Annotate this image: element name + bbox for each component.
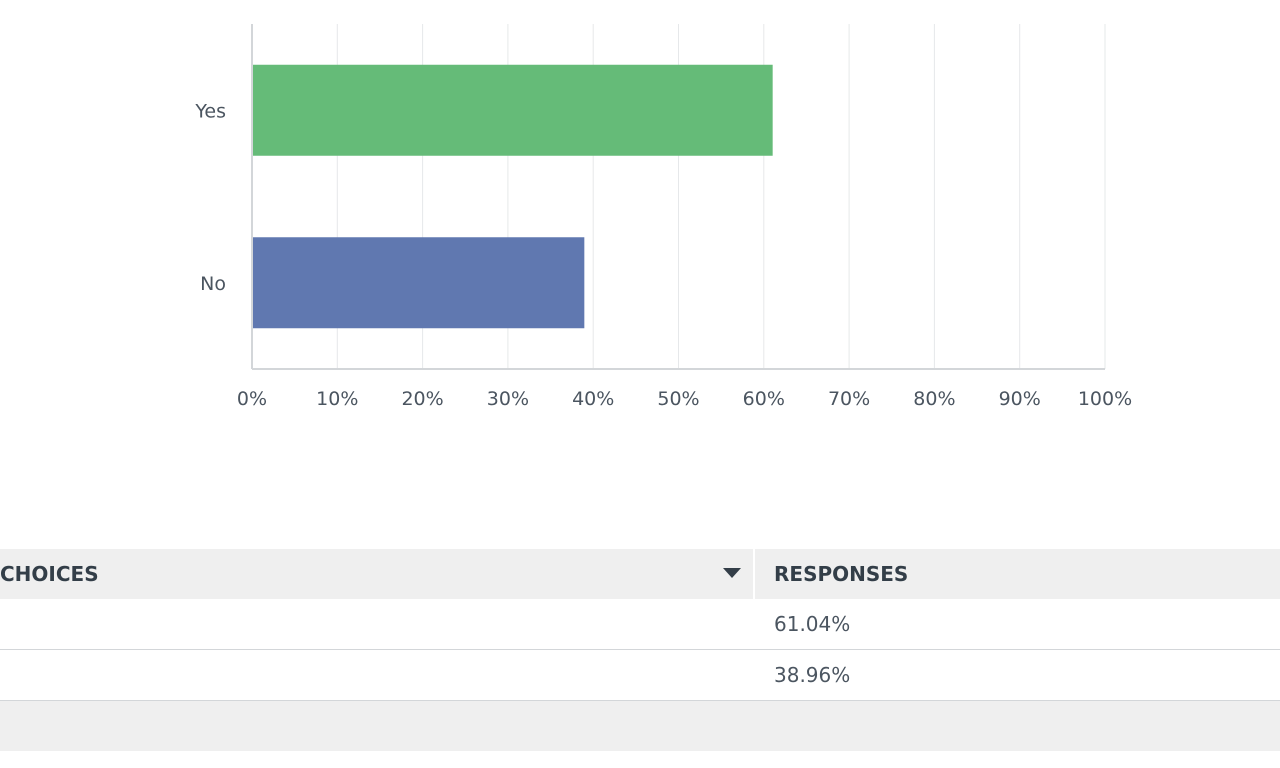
x-tick-label: 50% (657, 388, 699, 410)
x-tick-label: 70% (828, 388, 870, 410)
table-row: 61.04% (0, 599, 1280, 650)
x-tick-label: 30% (487, 388, 529, 410)
bar-chart: Yes No 0% 10% 20% 30% 40% 50% 60% 70% 80% 90% 100% (194, 24, 1132, 410)
table-footer (0, 701, 1280, 751)
x-tick-label: 10% (316, 388, 358, 410)
x-tick-label: 0% (237, 388, 267, 410)
category-label: No (200, 273, 226, 295)
column-divider (753, 549, 755, 599)
chart-axes (251, 24, 1105, 370)
responses-header[interactable]: RESPONSES (774, 562, 909, 586)
table-row: 38.96% (0, 650, 1280, 701)
chart-bars (252, 64, 773, 329)
responses-table: CHOICES RESPONSES 61.04% 38.96% (0, 549, 1280, 751)
x-tick-label: 80% (913, 388, 955, 410)
response-cell: 38.96% (774, 663, 851, 687)
x-tick-label: 40% (572, 388, 614, 410)
choices-header[interactable]: CHOICES (0, 562, 99, 586)
choice-cell (0, 599, 700, 649)
x-tick-label: 60% (743, 388, 785, 410)
x-tick-label: 90% (999, 388, 1041, 410)
x-tick-label: 100% (1078, 388, 1132, 410)
x-tick-label: 20% (401, 388, 443, 410)
sort-caret-icon[interactable] (723, 568, 741, 578)
choice-cell (0, 650, 700, 700)
category-label: Yes (194, 100, 226, 122)
x-tick-labels: 0% 10% 20% 30% 40% 50% 60% 70% 80% 90% 100% (237, 388, 1132, 410)
bar-yes (252, 64, 773, 156)
table-header: CHOICES RESPONSES (0, 549, 1280, 599)
response-cell: 61.04% (774, 612, 851, 636)
category-labels: Yes No (194, 100, 226, 295)
bar-no (252, 237, 585, 329)
